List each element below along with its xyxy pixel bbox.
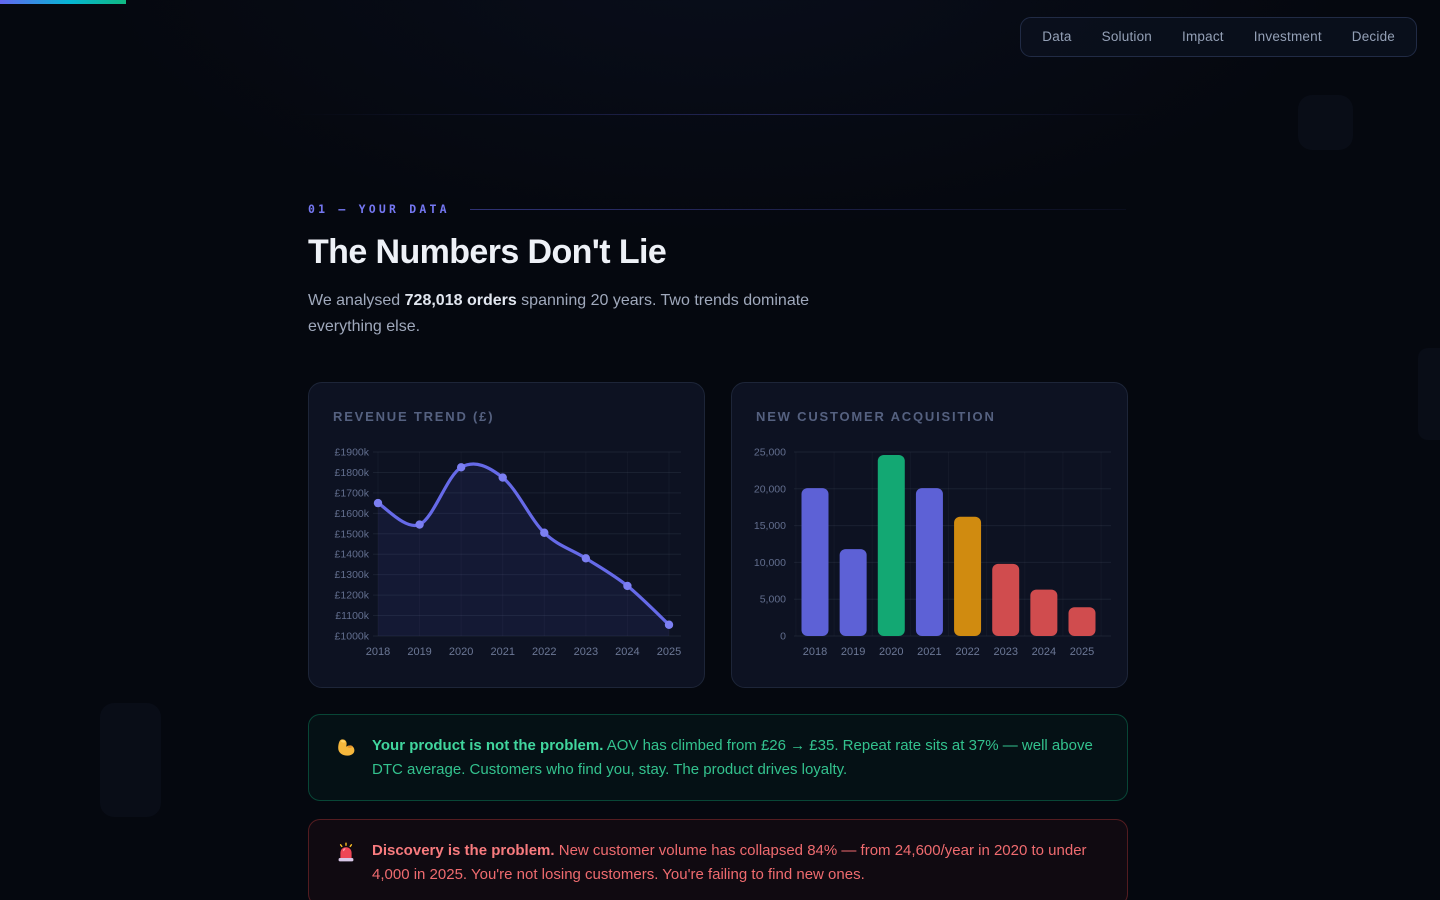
svg-text:10,000: 10,000: [754, 557, 786, 569]
callout-product-strength: Your product is not the problem. AOV has…: [308, 714, 1128, 801]
svg-text:20,000: 20,000: [754, 483, 786, 495]
decor-rect-bottom-left: [100, 703, 161, 817]
svg-text:15,000: 15,000: [754, 520, 786, 532]
revenue-trend-card: REVENUE TREND (£) £1000k £1100k £1200k £130…: [308, 382, 705, 688]
callout-negative-text: Discovery is the problem. New customer v…: [372, 839, 1103, 886]
scroll-progress-bar: [0, 0, 126, 4]
kicker-rule: [469, 208, 1126, 210]
intro-suffix: spanning 20 years. Two trends dominate e…: [308, 292, 810, 335]
section-kicker: 01 — YOUR DATA: [308, 202, 450, 216]
callout-discovery-problem: Discovery is the problem. New customer v…: [308, 819, 1128, 900]
svg-text:2018: 2018: [803, 646, 827, 658]
svg-text:£1900k: £1900k: [335, 447, 370, 459]
svg-text:2019: 2019: [407, 646, 431, 658]
intro-text: We analysed 728,018 orders spanning 20 y…: [308, 288, 820, 340]
siren-icon: [335, 842, 357, 886]
nav-item-investment[interactable]: Investment: [1253, 29, 1322, 44]
callout-positive-lead: Your product is not the problem.: [372, 737, 604, 754]
svg-text:2019: 2019: [841, 646, 865, 658]
svg-text:2024: 2024: [615, 646, 639, 658]
nav-item-solution[interactable]: Solution: [1101, 29, 1153, 44]
svg-text:2025: 2025: [1070, 646, 1094, 658]
svg-text:2021: 2021: [917, 646, 941, 658]
svg-text:2023: 2023: [993, 646, 1017, 658]
nav-item-decide[interactable]: Decide: [1351, 29, 1395, 44]
callout-positive-text: Your product is not the problem. AOV has…: [372, 734, 1103, 781]
svg-text:£1600k: £1600k: [335, 508, 370, 520]
svg-text:£1700k: £1700k: [335, 487, 370, 499]
svg-text:25,000: 25,000: [754, 447, 786, 459]
svg-text:2022: 2022: [532, 646, 556, 658]
svg-text:2020: 2020: [879, 646, 903, 658]
svg-text:£1500k: £1500k: [335, 528, 370, 540]
page-title: The Numbers Don't Lie: [308, 233, 667, 271]
svg-text:2020: 2020: [449, 646, 473, 658]
nav-item-data[interactable]: Data: [1042, 29, 1072, 44]
svg-text:2023: 2023: [574, 646, 598, 658]
svg-text:0: 0: [780, 631, 786, 643]
acquisition-chart-title: NEW CUSTOMER ACQUISITION: [756, 409, 996, 424]
decor-rect-mid-right: [1418, 348, 1440, 440]
acquisition-card: NEW CUSTOMER ACQUISITION 0 5,000 10,000 15,…: [731, 382, 1128, 688]
top-nav: Data Solution Impact Investment Decide: [1020, 17, 1417, 57]
svg-text:2024: 2024: [1032, 646, 1056, 658]
revenue-chart-title: REVENUE TREND (£): [333, 409, 495, 424]
svg-text:£1200k: £1200k: [335, 590, 370, 602]
svg-text:2022: 2022: [955, 646, 979, 658]
flex-bicep-icon: [335, 737, 357, 781]
nav-item-impact[interactable]: Impact: [1182, 29, 1224, 44]
callout-negative-body: New customer volume has collapsed 84% — …: [372, 842, 1087, 883]
intro-prefix: We analysed: [308, 292, 405, 309]
svg-text:5,000: 5,000: [760, 594, 786, 606]
svg-text:£1000k: £1000k: [335, 631, 370, 643]
revenue-line-chart: £1000k £1100k £1200k £1300k £1400k £1500k £160…: [335, 447, 682, 659]
section-divider-line: [295, 114, 1151, 115]
acquisition-bar-chart: 0 5,000 10,000 15,000 20,000 25,000 2018 2019 20…: [754, 447, 1111, 658]
svg-text:£1300k: £1300k: [335, 569, 370, 581]
svg-text:2025: 2025: [657, 646, 681, 658]
callout-positive-body: AOV has climbed from £26 → £35. Repeat r…: [372, 737, 1093, 778]
decor-square-top-right: [1298, 95, 1353, 150]
svg-text:£1100k: £1100k: [335, 610, 369, 622]
section-kicker-row: 01 — YOUR DATA: [308, 202, 1128, 216]
svg-text:2021: 2021: [490, 646, 514, 658]
svg-text:£1400k: £1400k: [335, 549, 370, 561]
intro-orders-count: 728,018 orders: [404, 292, 517, 309]
callout-negative-lead: Discovery is the problem.: [372, 842, 555, 859]
svg-text:2018: 2018: [366, 646, 390, 658]
chart-cards-row: REVENUE TREND (£) £1000k £1100k £1200k £130…: [308, 382, 1128, 688]
svg-text:£1800k: £1800k: [335, 467, 370, 479]
data-section: 01 — YOUR DATA The Numbers Don't Lie We …: [308, 202, 1128, 900]
